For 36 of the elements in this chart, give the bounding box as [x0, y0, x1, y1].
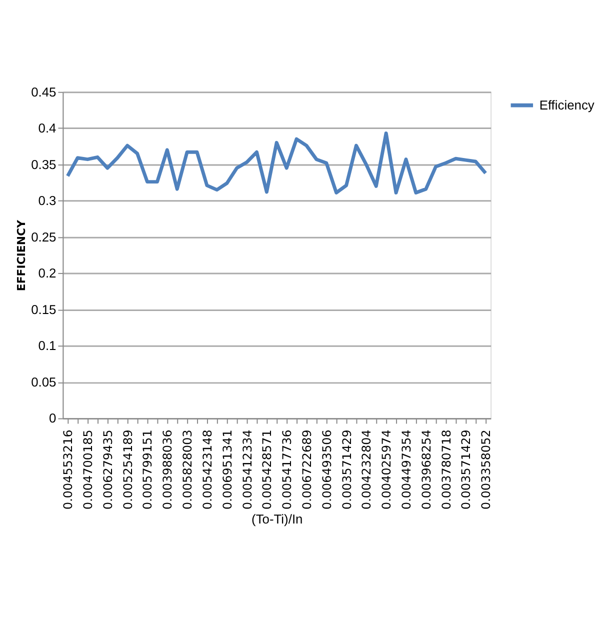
y-tick-label: 0.4: [38, 120, 56, 136]
x-tick-label: 0.006951341: [220, 430, 234, 510]
y-axis-title: EFFICIENCY: [15, 218, 28, 292]
x-tick-label: 0.004700185: [81, 430, 96, 510]
x-tick-label: 0.006722689: [300, 430, 314, 510]
x-tick-label: 0.004497354: [399, 430, 414, 510]
x-tick-label: 0.003988036: [160, 430, 175, 510]
x-tick-label: 0.004232804: [360, 430, 374, 510]
x-tick-label: 0.003571429: [459, 430, 474, 510]
y-tick-label: 0.2: [38, 266, 56, 281]
y-tick-label: 0: [49, 410, 56, 426]
x-tick-label: 0.003358052: [479, 430, 494, 510]
x-tick-label: 0.003571429: [340, 430, 354, 510]
x-tick-label: 0.003968254: [419, 430, 434, 510]
y-tick-label: 0.45: [31, 84, 56, 100]
line-series: [66, 131, 488, 194]
y-tick-label: 0.3: [38, 193, 56, 208]
x-tick-label: 0.005417736: [280, 430, 294, 510]
x-tick-label: 0.003780718: [439, 430, 454, 510]
y-tick-label: 0.15: [31, 302, 56, 317]
y-tick-label: 0.05: [31, 374, 56, 390]
x-tick-label: 0.006279435: [100, 430, 115, 510]
x-tick-label: 0.004025974: [380, 430, 394, 510]
y-tick-label: 0.35: [31, 156, 56, 172]
x-tick-label: 0.005828003: [180, 430, 195, 510]
x-tick-label: 0.006493506: [320, 430, 334, 510]
y-tick-label: 0.1: [38, 338, 56, 354]
x-axis-title: (To-Ti)/In: [252, 511, 303, 526]
x-tick-label: 0.005412334: [240, 430, 254, 510]
x-tick-label: 0.004553216: [61, 430, 76, 510]
x-tick-label: 0.005428571: [260, 430, 274, 510]
y-tick-label: 0.25: [31, 229, 56, 244]
x-tick-label: 0.005254189: [120, 430, 135, 510]
x-tick-label: 0.005799151: [140, 430, 155, 510]
legend-label: Efficiency: [539, 97, 595, 112]
x-tick-label: 0.005423148: [200, 430, 214, 510]
